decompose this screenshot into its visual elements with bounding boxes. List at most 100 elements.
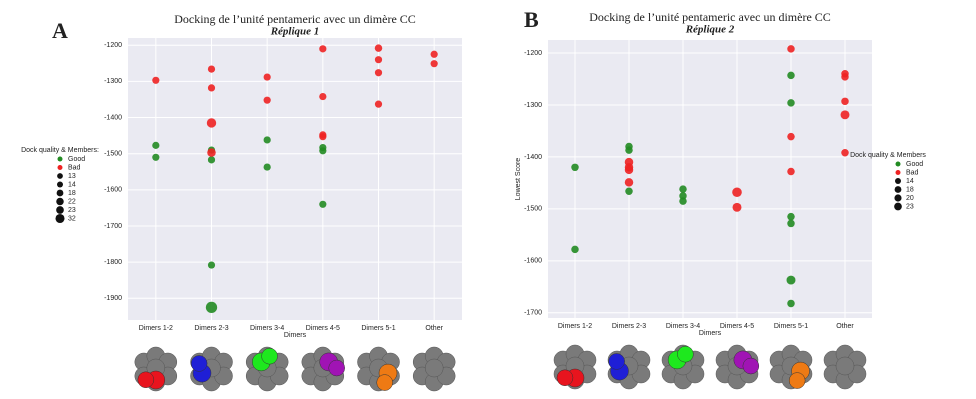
data-point — [787, 71, 795, 80]
data-point — [263, 96, 271, 104]
data-point — [319, 92, 327, 101]
data-point — [624, 165, 634, 175]
protein-dimer — [556, 369, 574, 387]
protein-dimer — [742, 357, 760, 375]
plot-area — [548, 40, 872, 318]
protein-dimer — [376, 374, 393, 391]
x-tick-label: Dimers 3-4 — [666, 323, 700, 330]
data-point — [319, 200, 327, 208]
protein-dimer — [261, 347, 278, 365]
x-tick-label: Dimers 2-3 — [612, 323, 646, 330]
chart-title: Docking de l’unité pentameric avec un di… — [174, 12, 416, 26]
legend-size-marker — [895, 178, 901, 184]
data-point — [679, 185, 687, 193]
data-point — [679, 192, 687, 200]
data-point — [430, 50, 438, 58]
data-point — [787, 212, 795, 221]
protein-subunit — [424, 358, 444, 378]
data-point — [207, 148, 216, 157]
data-point — [263, 73, 271, 81]
legend-label: 13 — [68, 173, 76, 180]
y-tick-label: -1300 — [104, 78, 122, 85]
data-point — [263, 136, 271, 144]
y-tick-label: -1400 — [524, 154, 542, 161]
legend-label: 23 — [906, 203, 914, 210]
data-point — [787, 45, 795, 53]
data-point — [319, 45, 327, 53]
y-tick-label: -1500 — [524, 206, 542, 213]
legend-size-marker — [55, 213, 65, 224]
data-point — [263, 163, 271, 171]
legend-title: Dock quality & Members — [850, 152, 926, 159]
protein-dimer — [608, 353, 625, 370]
chart-subtitle: Réplique 2 — [685, 24, 735, 36]
data-point — [374, 44, 383, 52]
y-tick-label: -1200 — [104, 42, 122, 49]
legend-label: Good — [68, 156, 85, 163]
data-point — [786, 275, 796, 285]
protein-dimer — [328, 359, 345, 377]
protein-subunit — [835, 356, 855, 376]
x-tick-label: Dimers 1-2 — [558, 323, 592, 330]
legend-label: 18 — [906, 186, 914, 193]
legend-size-marker — [56, 189, 64, 197]
y-tick-label: -1700 — [104, 223, 122, 230]
data-point — [679, 197, 687, 205]
x-tick-label: Dimers 5-1 — [774, 323, 808, 330]
protein-dimer — [137, 371, 155, 389]
data-point — [207, 156, 216, 164]
data-point — [152, 141, 160, 149]
legend-marker — [57, 156, 63, 162]
y-tick-label: -1800 — [104, 259, 122, 266]
y-tick-label: -1400 — [104, 114, 122, 121]
legend-title: Dock quality & Members: — [21, 147, 99, 154]
data-point — [207, 65, 216, 73]
x-tick-label: Dimers 1-2 — [139, 325, 173, 332]
legend-label: 18 — [68, 190, 76, 197]
legend-size-marker — [56, 197, 64, 206]
panel-letter: B — [524, 7, 539, 32]
x-tick-label: Other — [836, 323, 854, 330]
legend-size-marker — [894, 194, 902, 202]
legend-size-marker — [894, 186, 902, 193]
legend-label: 14 — [68, 181, 76, 188]
legend-label: Bad — [906, 169, 919, 176]
x-tick-label: Dimers 5-1 — [361, 325, 395, 332]
data-point — [152, 76, 160, 84]
legend-marker — [895, 161, 901, 167]
data-point — [841, 73, 849, 81]
data-point — [787, 219, 795, 228]
data-point — [430, 60, 438, 68]
data-point — [571, 245, 579, 254]
data-point — [841, 149, 849, 157]
data-point — [787, 132, 795, 141]
data-point — [625, 146, 633, 154]
x-tick-label: Dimers 4-5 — [306, 325, 340, 332]
data-point — [787, 299, 795, 308]
legend-label: Good — [906, 161, 923, 168]
chart-subtitle: Réplique 1 — [270, 26, 320, 38]
y-tick-label: -1600 — [104, 187, 122, 194]
legend-size-marker — [56, 206, 64, 214]
legend-size-marker — [57, 173, 63, 179]
chart-title: Docking de l’unité pentameric avec un di… — [589, 10, 831, 24]
x-axis-label: Dimers — [284, 332, 307, 339]
y-tick-label: -1500 — [104, 151, 122, 158]
data-point — [787, 167, 795, 176]
data-point — [571, 163, 579, 172]
data-point — [732, 187, 742, 198]
y-tick-label: -1700 — [524, 310, 542, 317]
data-point — [732, 202, 742, 212]
legend-size-marker — [57, 181, 63, 188]
data-point — [152, 153, 160, 161]
data-point — [624, 178, 634, 187]
legend-label: 20 — [906, 195, 914, 202]
y-tick-label: -1200 — [524, 50, 542, 57]
protein-dimer — [788, 372, 806, 389]
data-point — [205, 301, 218, 314]
x-axis-label: Dimers — [699, 330, 722, 337]
x-tick-label: Dimers 4-5 — [720, 323, 754, 330]
data-point — [374, 100, 383, 108]
y-tick-label: -1600 — [524, 258, 542, 265]
y-axis-label: Lowest Score — [515, 158, 522, 201]
